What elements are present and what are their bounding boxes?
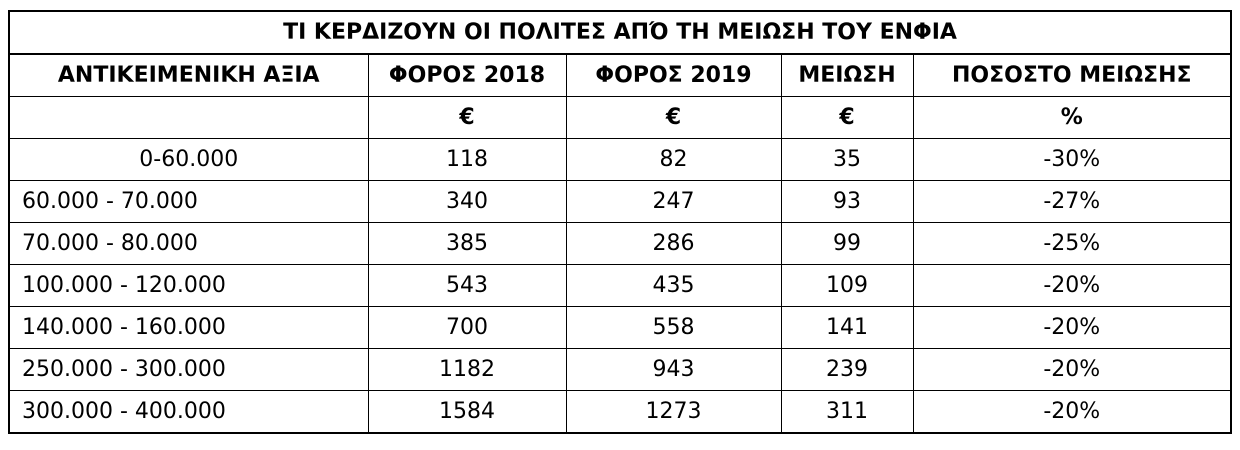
data-cell: 82	[565, 138, 782, 181]
data-cell: 311	[780, 390, 914, 434]
column-header: ΑΝΤΙΚΕΙΜΕΝΙΚΗ ΑΞΙΑ	[8, 53, 369, 97]
unit-cell: %	[912, 96, 1232, 139]
data-cell: -27%	[912, 180, 1232, 223]
data-cell: -20%	[912, 348, 1232, 391]
data-row: 300.000 - 400.000 1584 1273 311 -20%	[8, 390, 1232, 434]
data-cell: -20%	[912, 264, 1232, 307]
table-title: ΤΙ ΚΕΡΔΙΖΟΥΝ ΟΙ ΠΟΛΙΤΕΣ ΑΠΌ ΤΗ ΜΕΙΩΣΗ ΤΟ…	[8, 10, 1232, 55]
data-row: 100.000 - 120.000 543 435 109 -20%	[8, 264, 1232, 307]
data-cell: 543	[367, 264, 567, 307]
data-cell: -25%	[912, 222, 1232, 265]
value-range-cell: 70.000 - 80.000	[8, 222, 369, 265]
enfia-table: ΤΙ ΚΕΡΔΙΖΟΥΝ ΟΙ ΠΟΛΙΤΕΣ ΑΠΌ ΤΗ ΜΕΙΩΣΗ ΤΟ…	[8, 10, 1233, 434]
data-cell: 1584	[367, 390, 567, 434]
data-cell: 435	[565, 264, 782, 307]
data-cell: 700	[367, 306, 567, 349]
value-range-cell: 60.000 - 70.000	[8, 180, 369, 223]
unit-cell: €	[565, 96, 782, 139]
value-range-cell: 0-60.000	[8, 138, 369, 181]
data-cell: 239	[780, 348, 914, 391]
data-cell: 340	[367, 180, 567, 223]
data-cell: 247	[565, 180, 782, 223]
column-header: ΠΟΣΟΣΤΟ ΜΕΙΩΣΗΣ	[912, 53, 1232, 97]
data-cell: -20%	[912, 390, 1232, 434]
data-cell: 943	[565, 348, 782, 391]
value-range-cell: 100.000 - 120.000	[8, 264, 369, 307]
unit-cell: €	[780, 96, 914, 139]
data-row: 0-60.000 118 82 35 -30%	[8, 138, 1232, 181]
data-row: 250.000 - 300.000 1182 943 239 -20%	[8, 348, 1232, 391]
unit-cell	[8, 96, 369, 139]
column-header: ΦΟΡΟΣ 2019	[565, 53, 782, 97]
data-cell: 286	[565, 222, 782, 265]
data-cell: -30%	[912, 138, 1232, 181]
column-header: ΜΕΙΩΣΗ	[780, 53, 914, 97]
data-row: 70.000 - 80.000 385 286 99 -25%	[8, 222, 1232, 265]
data-cell: 118	[367, 138, 567, 181]
column-header: ΦΟΡΟΣ 2018	[367, 53, 567, 97]
units-row: € € €%	[8, 96, 1232, 139]
unit-cell: €	[367, 96, 567, 139]
data-cell: 99	[780, 222, 914, 265]
value-range-cell: 250.000 - 300.000	[8, 348, 369, 391]
data-cell: 109	[780, 264, 914, 307]
data-cell: 93	[780, 180, 914, 223]
data-cell: 1273	[565, 390, 782, 434]
data-cell: 141	[780, 306, 914, 349]
data-cell: 385	[367, 222, 567, 265]
value-range-cell: 300.000 - 400.000	[8, 390, 369, 434]
data-cell: 558	[565, 306, 782, 349]
data-cell: 1182	[367, 348, 567, 391]
header-row: ΑΝΤΙΚΕΙΜΕΝΙΚΗ ΑΞΙΑ ΦΟΡΟΣ 2018 ΦΟΡΟΣ 2019 ΜΕ…	[8, 53, 1232, 97]
value-range-cell: 140.000 - 160.000	[8, 306, 369, 349]
data-cell: -20%	[912, 306, 1232, 349]
data-cell: 35	[780, 138, 914, 181]
table-body: ΤΙ ΚΕΡΔΙΖΟΥΝ ΟΙ ΠΟΛΙΤΕΣ ΑΠΌ ΤΗ ΜΕΙΩΣΗ ΤΟ…	[8, 10, 1232, 434]
data-row: 140.000 - 160.000 700 558 141 -20%	[8, 306, 1232, 349]
data-row: 60.000 - 70.000 340 247 93 -27%	[8, 180, 1232, 223]
title-row: ΤΙ ΚΕΡΔΙΖΟΥΝ ΟΙ ΠΟΛΙΤΕΣ ΑΠΌ ΤΗ ΜΕΙΩΣΗ ΤΟ…	[8, 10, 1232, 55]
